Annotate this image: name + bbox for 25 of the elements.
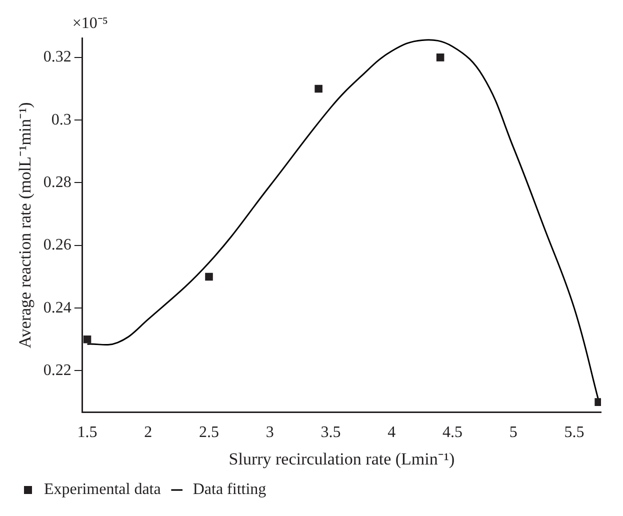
x-tick-label: 3.5 xyxy=(320,424,341,442)
y-tick-label: 0.28 xyxy=(43,174,72,191)
point xyxy=(83,336,92,344)
y-tick-label: 0.3 xyxy=(51,111,72,128)
point xyxy=(436,54,444,62)
y-tick-label: 0.22 xyxy=(43,362,72,379)
y-tick-label: 0.32 xyxy=(43,48,72,66)
point xyxy=(205,272,213,281)
point xyxy=(314,84,322,93)
x-axis-title: Slurry recirculation rate (Lmin⁻¹) xyxy=(228,449,455,468)
x-tick-label: 4 xyxy=(388,424,396,442)
x-tick-label: 2 xyxy=(144,424,152,442)
legend-label: Experimental data xyxy=(44,481,161,498)
y-tick-label: 0.24 xyxy=(43,299,72,316)
x-tick-label: 2.5 xyxy=(199,424,220,442)
x-tick-label: 1.5 xyxy=(77,424,98,442)
x-tick-label: 4.5 xyxy=(442,424,462,442)
x-tick-label: 3 xyxy=(266,424,274,442)
legend-label: Data fitting xyxy=(192,481,266,498)
point xyxy=(594,398,601,406)
y-tick-label: 0.26 xyxy=(43,236,72,254)
text: ×10⁻⁵ xyxy=(72,15,108,32)
x-tick-label: 5 xyxy=(509,424,518,442)
x-tick-label: 5.5 xyxy=(564,424,584,442)
y-axis-title: Average reaction rate (molL⁻¹min⁻¹) xyxy=(16,102,35,348)
